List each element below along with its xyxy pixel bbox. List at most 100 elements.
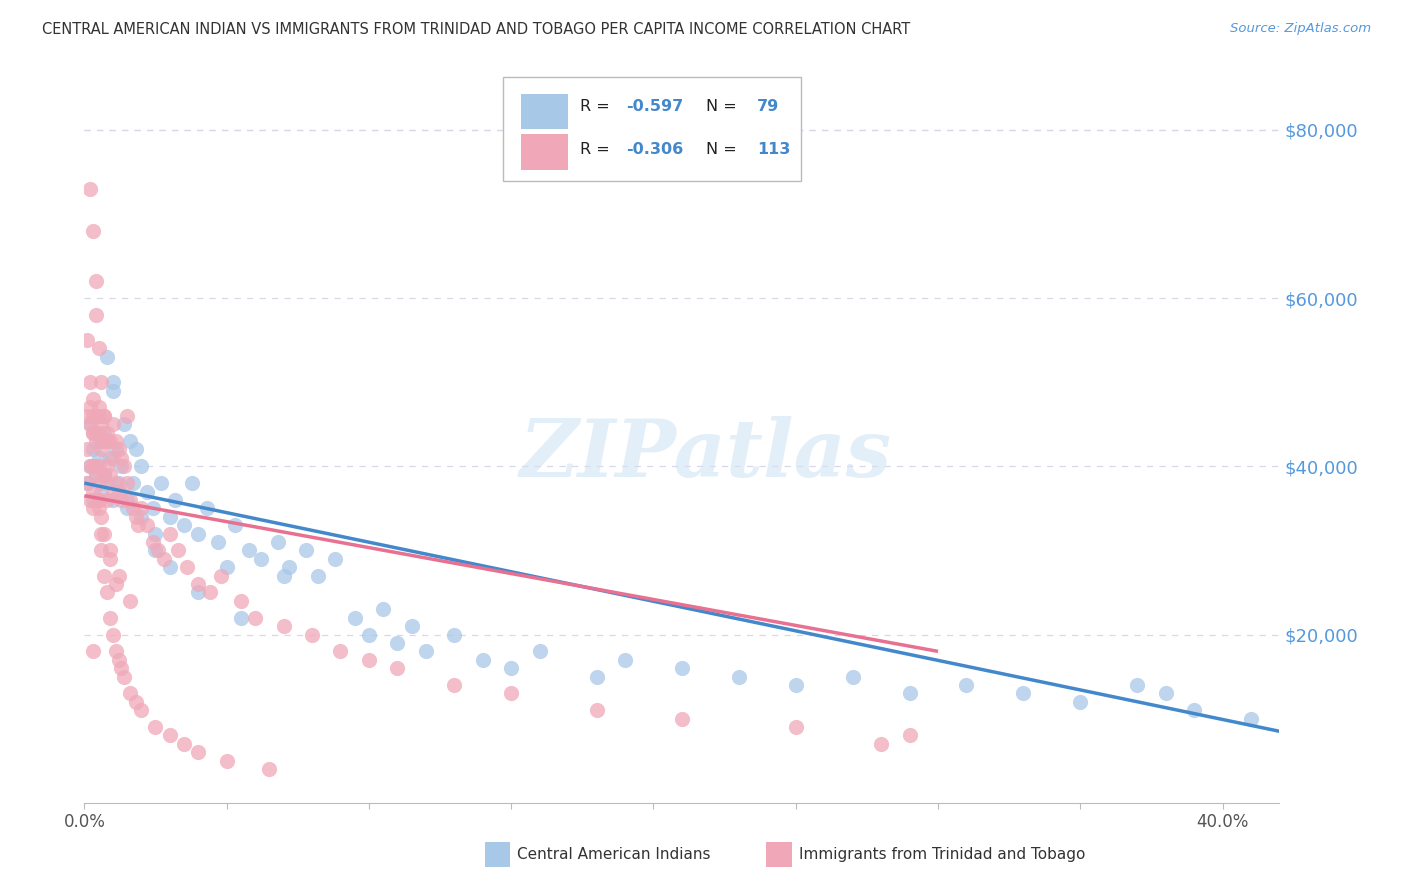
Text: 79: 79 [758,99,779,114]
Point [187,577,209,591]
Point [93,425,115,440]
Point [82,644,104,658]
Point [238,543,260,558]
Point [107,568,129,582]
Point [90,543,112,558]
Text: CENTRAL AMERICAN INDIAN VS IMMIGRANTS FROM TRINIDAD AND TOBAGO PER CAPITA INCOME: CENTRAL AMERICAN INDIAN VS IMMIGRANTS FR… [42,22,911,37]
Point [301,627,323,641]
Point [87,450,110,465]
Point [1240,712,1263,726]
Point [153,551,176,566]
Point [671,712,693,726]
Point [84,274,107,288]
Point [273,619,295,633]
Point [90,375,112,389]
Point [104,434,127,448]
Point [898,729,921,743]
Point [118,594,141,608]
Point [443,678,465,692]
Point [110,492,132,507]
Point [1069,695,1091,709]
Point [955,678,977,692]
Point [329,644,352,658]
Point [82,484,104,499]
Point [96,425,118,440]
Point [82,425,104,440]
Point [159,560,181,574]
Point [1182,703,1205,717]
Point [87,501,110,516]
Point [82,224,104,238]
Point [101,627,124,641]
Point [323,551,346,566]
Point [187,526,209,541]
Point [295,543,318,558]
Point [90,442,112,457]
Text: R =: R = [581,142,616,157]
Point [841,670,863,684]
Text: N =: N = [706,99,742,114]
Point [110,450,132,465]
Point [443,627,465,641]
Point [129,459,152,474]
Point [79,401,101,415]
Point [207,535,229,549]
Point [165,492,187,507]
Point [87,492,110,507]
Point [98,450,121,465]
Point [104,476,127,491]
Point [785,678,807,692]
Point [96,476,118,491]
Point [84,459,107,474]
Point [93,434,115,448]
Point [84,409,107,423]
Point [79,459,101,474]
Point [187,585,209,599]
Point [112,670,135,684]
Point [84,467,107,482]
Point [1154,686,1177,700]
Point [614,653,637,667]
Point [104,644,127,658]
Point [357,627,380,641]
Point [1012,686,1035,700]
Point [101,417,124,432]
Text: Source: ZipAtlas.com: Source: ZipAtlas.com [1230,22,1371,36]
Point [1126,678,1149,692]
Point [115,409,138,423]
Point [84,425,107,440]
Point [87,342,110,356]
Point [150,476,173,491]
Text: Immigrants from Trinidad and Tobago: Immigrants from Trinidad and Tobago [799,847,1085,862]
Point [107,476,129,491]
Point [278,560,301,574]
Point [501,686,523,700]
Text: -0.597: -0.597 [626,99,683,114]
Point [101,375,124,389]
Point [167,543,190,558]
Point [82,425,104,440]
Point [115,476,138,491]
Point [87,492,110,507]
Point [195,501,218,516]
Point [118,492,141,507]
Point [93,467,115,482]
Point [101,492,124,507]
Point [229,594,252,608]
Point [727,670,749,684]
Point [98,610,121,624]
Text: -0.306: -0.306 [626,142,683,157]
Point [401,619,423,633]
Point [501,661,523,675]
Point [112,417,135,432]
Point [87,459,110,474]
Point [387,636,409,650]
Point [173,518,195,533]
Point [785,720,807,734]
Point [129,509,152,524]
Point [90,526,112,541]
Point [79,459,101,474]
Point [373,602,395,616]
Point [104,442,127,457]
Point [76,409,98,423]
